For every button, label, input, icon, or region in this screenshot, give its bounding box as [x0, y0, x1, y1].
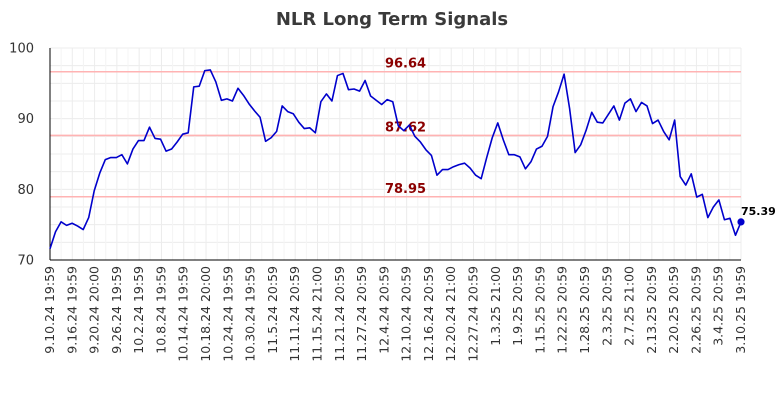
- x-tick-label: 2.26.25 20:59: [688, 266, 703, 354]
- x-tick-label: 10.18.24 20:00: [198, 266, 213, 362]
- x-tick-label: 10.2.24 19:59: [131, 266, 146, 354]
- x-tick-label: 12.20.24 21:00: [443, 266, 458, 362]
- x-tick-label: 2.7.25 21:00: [622, 266, 637, 346]
- x-tick-label: 12.27.24 20:59: [466, 266, 481, 362]
- x-tick-label: 2.13.25 20:59: [644, 266, 659, 354]
- axes: [49, 48, 741, 261]
- x-tick-label: 9.20.24 20:00: [87, 266, 102, 354]
- x-tick-label: 9.10.24 19:59: [42, 266, 57, 354]
- x-tick-label: 11.5.24 20:59: [265, 266, 280, 354]
- x-tick-label: 1.28.25 20:59: [577, 266, 592, 354]
- x-tick-label: 12.4.24 20:59: [376, 266, 391, 354]
- x-tick-label: 11.21.24 20:59: [332, 266, 347, 362]
- y-tick-label: 100: [9, 42, 34, 57]
- x-tick-label: 2.20.25 20:59: [666, 266, 681, 354]
- y-tick-label: 70: [17, 254, 34, 269]
- x-tick-label: 10.8.24 19:59: [153, 266, 168, 354]
- reference-line-label: 96.64: [385, 57, 426, 72]
- x-tick-label: 11.11.24 20:59: [287, 266, 302, 362]
- last-value-label: 75.39: [741, 205, 776, 218]
- series-line: [49, 69, 742, 249]
- grid-lines: [49, 47, 742, 261]
- x-tick-label: 1.15.25 20:59: [532, 266, 547, 354]
- x-tick-label: 12.16.24 20:59: [421, 266, 436, 362]
- y-tick-labels: 70 80 90 100: [9, 42, 34, 269]
- x-tick-label: 10.30.24 19:59: [243, 266, 258, 362]
- y-tick-label: 80: [17, 183, 34, 198]
- last-point-marker: [737, 218, 745, 226]
- x-tick-label: 9.16.24 19:59: [64, 266, 79, 354]
- x-tick-label: 3.10.25 19:59: [733, 266, 748, 354]
- x-tick-labels: 9.10.24 19:59 9.16.24 19:59 9.20.24 20:00 9…: [42, 266, 748, 362]
- x-tick-label: 9.26.24 19:59: [109, 266, 124, 354]
- x-tick-label: 3.4.25 20:59: [711, 266, 726, 346]
- y-tick-label: 90: [17, 112, 34, 127]
- x-tick-label: 1.3.25 21:00: [488, 266, 503, 346]
- x-tick-label: 12.10.24 20:59: [399, 266, 414, 362]
- series-line-group: 75.39: [49, 69, 776, 249]
- x-tick-label: 10.24.24 19:59: [220, 266, 235, 362]
- x-tick-label: 2.3.25 20:59: [599, 266, 614, 346]
- reference-line-label: 78.95: [385, 182, 426, 197]
- chart-title: NLR Long Term Signals: [276, 9, 508, 30]
- x-tick-label: 1.9.25 20:59: [510, 266, 525, 346]
- x-tick-label: 10.14.24 19:59: [176, 266, 191, 362]
- x-tick-label: 11.15.24 21:00: [309, 266, 324, 362]
- x-tick-label: 11.27.24 20:59: [354, 266, 369, 362]
- x-tick-label: 1.22.25 20:59: [555, 266, 570, 354]
